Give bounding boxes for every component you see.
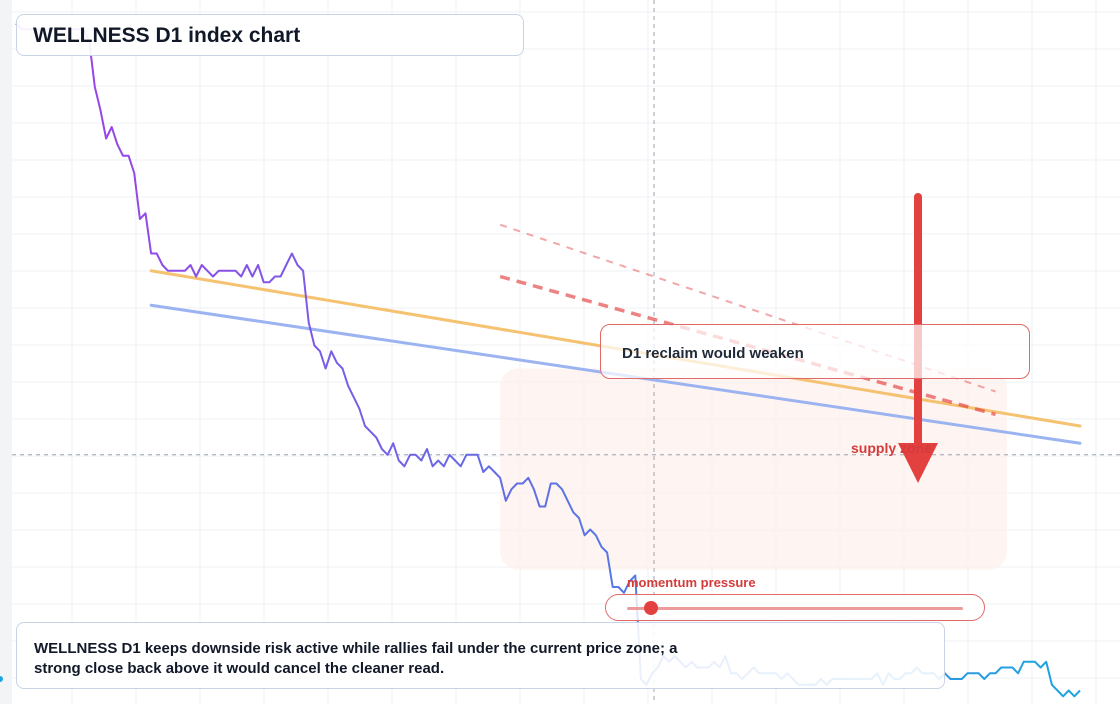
- momentum-track: [627, 607, 963, 610]
- supply-zone-label: supply zone: [851, 440, 932, 456]
- momentum-gauge: [605, 594, 985, 621]
- left-axis-strip: [0, 0, 12, 704]
- momentum-label: momentum pressure: [627, 575, 756, 590]
- chart-title: WELLNESS D1 index chart: [33, 24, 301, 47]
- analysis-note-card: WELLNESS D1 keeps downside risk active w…: [16, 622, 945, 689]
- reclaim-callout: D1 reclaim would weaken: [600, 324, 1030, 379]
- last-price-point: [0, 676, 3, 682]
- bearish-arrow-head: [898, 443, 938, 483]
- chart-title-card: WELLNESS D1 index chart: [16, 14, 524, 56]
- momentum-knob: [643, 601, 658, 615]
- reclaim-label: D1 reclaim would weaken: [622, 345, 804, 362]
- supply-zone: [500, 368, 1007, 570]
- analysis-note: WELLNESS D1 keeps downside risk active w…: [34, 640, 678, 677]
